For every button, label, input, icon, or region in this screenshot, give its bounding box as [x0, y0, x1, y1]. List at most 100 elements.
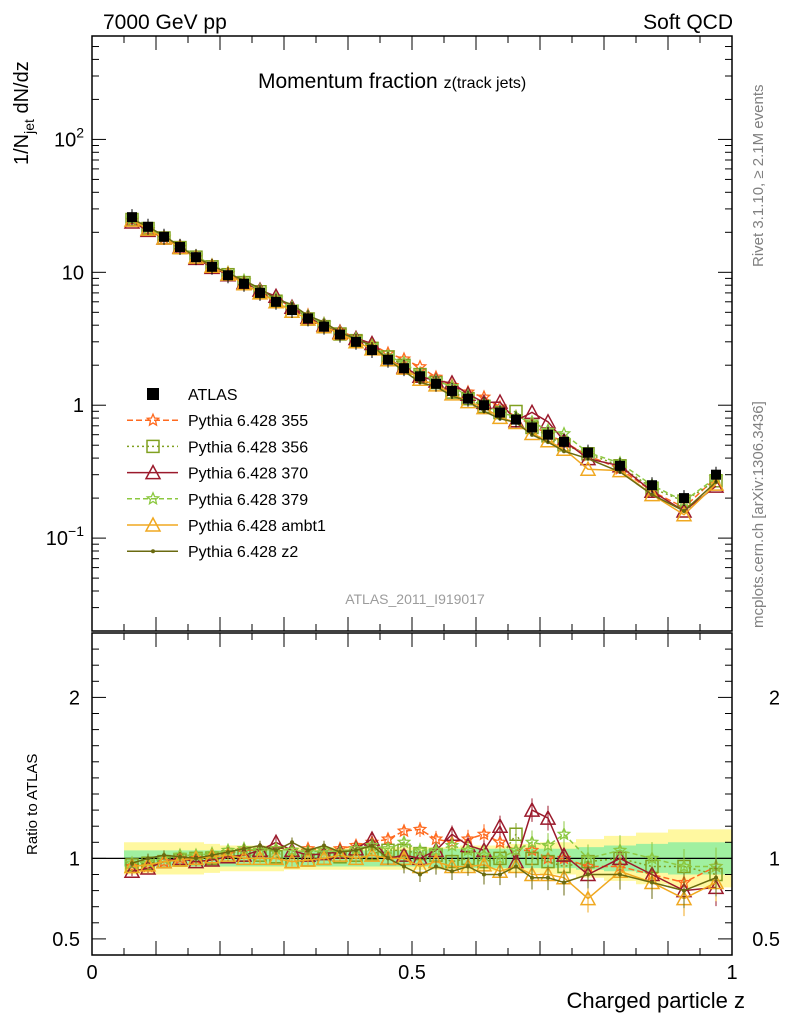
- marker: [316, 842, 332, 857]
- marker: [650, 880, 654, 885]
- main-title-sub: z(track jets): [444, 75, 527, 92]
- marker: [354, 848, 358, 853]
- legend-item: Pythia 6.428 355: [127, 412, 308, 430]
- marker: [239, 278, 249, 289]
- legend-item: ATLAS: [147, 387, 238, 404]
- y-tick-label: 10: [62, 262, 84, 284]
- ratio-panel: 0.5 0.5 1 1 2 2 Ratio to ATLAS: [24, 632, 780, 956]
- marker: [144, 464, 162, 480]
- marker: [647, 480, 657, 491]
- marker: [274, 848, 278, 853]
- marker: [123, 862, 141, 879]
- marker: [514, 864, 518, 869]
- marker: [271, 296, 281, 307]
- marker: [290, 840, 294, 845]
- marker: [402, 864, 406, 869]
- marker: [338, 849, 342, 854]
- ratio-y-tick-label-right: 0.5: [752, 929, 780, 951]
- marker: [559, 436, 569, 447]
- marker: [412, 842, 428, 857]
- marker: [431, 378, 441, 389]
- series-line: [131, 218, 717, 502]
- marker: [130, 861, 134, 866]
- marker: [178, 854, 182, 859]
- marker: [546, 875, 550, 880]
- x-axis-label: Charged particle z: [566, 988, 745, 1013]
- marker: [583, 447, 593, 458]
- series-line: [131, 219, 717, 509]
- main-panel: Momentum fraction z(track jets) 1/Njet d…: [11, 35, 733, 632]
- marker: [523, 801, 541, 817]
- main-ylabel-head: 1/N: [11, 134, 33, 165]
- main-ticks: [91, 35, 733, 632]
- x-tick-labels: 0 0.5 1: [86, 962, 737, 984]
- legend-label: ATLAS: [188, 387, 238, 404]
- marker: [315, 849, 333, 866]
- marker: [530, 875, 534, 880]
- legend-label: Pythia 6.428 379: [188, 492, 308, 509]
- marker: [383, 354, 393, 365]
- marker: [251, 849, 269, 866]
- marker: [676, 858, 692, 873]
- marker: [367, 345, 377, 356]
- marker: [466, 864, 470, 869]
- marker: [210, 853, 214, 858]
- marker: [495, 407, 505, 418]
- x-tick-label: 0: [86, 962, 97, 984]
- marker: [242, 846, 246, 851]
- marker: [252, 842, 268, 857]
- legend-item: Pythia 6.428 370: [127, 464, 308, 483]
- ratio-ytick-labels: 0.5 0.5 1 1 2 2: [52, 687, 780, 951]
- marker: [159, 231, 169, 242]
- marker: [319, 321, 329, 332]
- marker: [283, 853, 301, 869]
- marker: [527, 422, 537, 433]
- watermark: ATLAS_2011_I919017: [345, 591, 485, 607]
- marker: [155, 853, 173, 869]
- y-tick-label-exp: 2: [76, 124, 84, 140]
- x-tick-label: 1: [726, 962, 737, 984]
- legend-item: Pythia 6.428 ambt1: [127, 516, 326, 535]
- y-tick-label: 1: [73, 395, 84, 417]
- marker: [191, 252, 201, 263]
- legend-label: Pythia 6.428 356: [188, 439, 308, 456]
- ratio-y-tick-label: 2: [69, 687, 80, 709]
- marker: [146, 856, 150, 861]
- marker: [171, 851, 189, 867]
- marker: [194, 856, 198, 861]
- marker: [226, 849, 230, 854]
- series-pythia-6-428-379: [124, 211, 724, 508]
- marker: [415, 371, 425, 382]
- marker: [363, 846, 381, 862]
- marker: [679, 493, 689, 504]
- ratio-ylabel: Ratio to ATLAS: [24, 754, 41, 855]
- marker: [139, 859, 157, 875]
- legend: ATLAS Pythia 6.428 355 Pythia 6.428 356 Pyt…: [127, 387, 326, 561]
- marker: [223, 270, 233, 281]
- marker: [151, 549, 155, 554]
- marker: [147, 388, 159, 400]
- marker: [144, 516, 162, 532]
- ratio-pythia-6-428-z2: [130, 837, 718, 909]
- marker: [146, 439, 160, 454]
- marker: [460, 842, 476, 857]
- x-tick-label: 0.5: [398, 962, 426, 984]
- marker: [543, 429, 553, 440]
- marker: [562, 449, 566, 454]
- marker: [562, 880, 566, 885]
- series-line: [131, 218, 717, 502]
- marker: [492, 834, 508, 849]
- marker: [482, 872, 486, 877]
- marker: [162, 853, 166, 858]
- marker: [444, 837, 460, 852]
- legend-item: Pythia 6.428 z2: [127, 544, 298, 561]
- legend-item: Pythia 6.428 356: [127, 439, 308, 456]
- marker: [447, 385, 457, 396]
- marker: [418, 872, 422, 877]
- marker: [303, 313, 313, 324]
- main-ylabel: 1/Njet dN/dz: [11, 61, 37, 165]
- legend-label: Pythia 6.428 355: [188, 413, 308, 430]
- marker: [618, 872, 622, 877]
- marker: [306, 848, 310, 853]
